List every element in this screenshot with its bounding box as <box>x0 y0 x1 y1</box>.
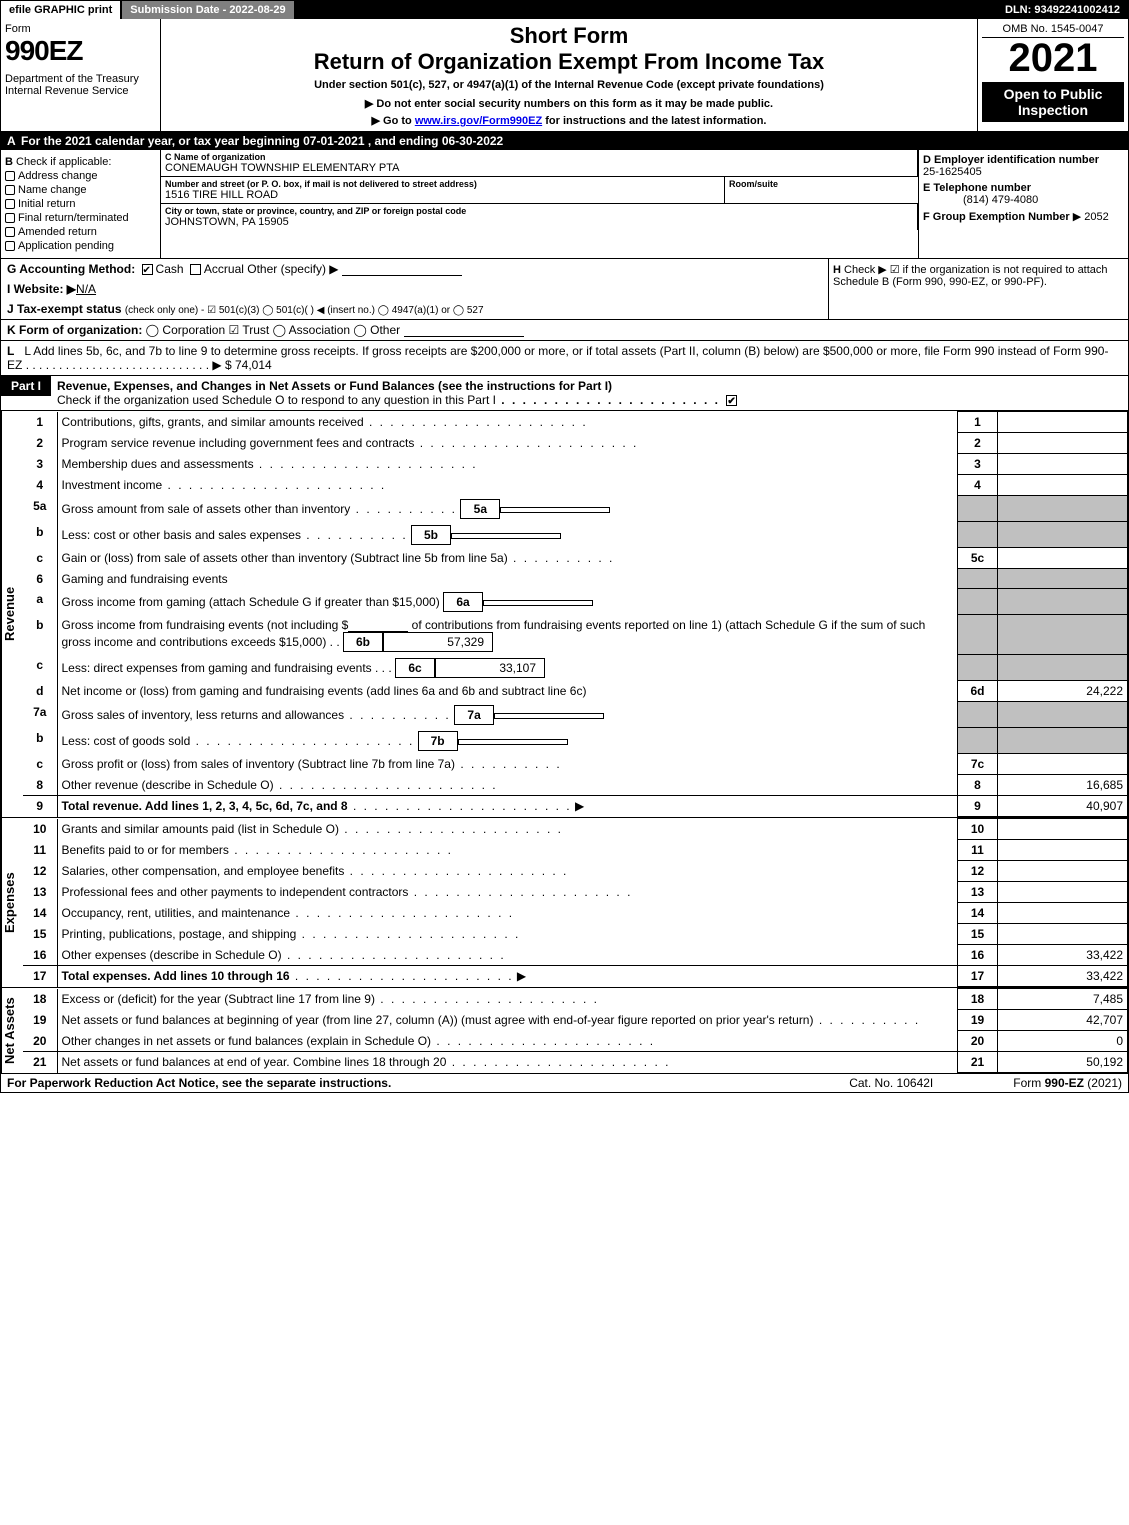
telephone: (814) 479-4080 <box>923 194 1038 206</box>
cb-schedule-o-part-i[interactable] <box>726 395 737 406</box>
line-6b-value: 57,329 <box>383 632 493 652</box>
line-17-total-expenses: 33,422 <box>998 966 1128 987</box>
cb-address-change[interactable] <box>5 171 15 181</box>
efile-graphic-print[interactable]: efile GRAPHIC print <box>1 1 121 19</box>
part-i-tab: Part I <box>1 376 51 396</box>
line-6c-value: 33,107 <box>435 658 545 678</box>
org-info-block: B Check if applicable: Address change Na… <box>1 150 1128 259</box>
city-label: City or town, state or province, country… <box>165 206 913 216</box>
section-c-name-address: C Name of organization CONEMAUGH TOWNSHI… <box>161 150 918 258</box>
return-title: Return of Organization Exempt From Incom… <box>167 49 971 75</box>
line-16-value: 33,422 <box>998 945 1128 966</box>
topbar: efile GRAPHIC print Submission Date - 20… <box>1 1 1128 19</box>
line-l-gross-receipts: L L Add lines 5b, 6c, and 7b to line 9 t… <box>1 340 1128 375</box>
cb-accrual[interactable] <box>190 264 201 275</box>
line-j-tax-exempt: J Tax-exempt status (check only one) - ☑… <box>1 299 828 319</box>
revenue-section: Revenue 1Contributions, gifts, grants, a… <box>1 410 1128 817</box>
part-i-header: Part I Revenue, Expenses, and Changes in… <box>1 375 1128 410</box>
cb-name-change[interactable] <box>5 185 15 195</box>
street-label: Number and street (or P. O. box, if mail… <box>165 179 720 189</box>
org-name: CONEMAUGH TOWNSHIP ELEMENTARY PTA <box>165 162 913 174</box>
do-not-enter-ssn: ▶ Do not enter social security numbers o… <box>167 97 971 110</box>
expenses-label: Expenses <box>1 818 23 987</box>
cb-application-pending[interactable] <box>5 241 15 251</box>
line-g-accounting: G Accounting Method: Cash Accrual Other … <box>1 259 828 279</box>
tax-year: 2021 <box>982 38 1124 78</box>
group-exemption: ▶ 2052 <box>1073 211 1109 223</box>
form-990ez: efile GRAPHIC print Submission Date - 20… <box>0 0 1129 1093</box>
ein: 25-1625405 <box>923 166 982 178</box>
cb-final-return[interactable] <box>5 213 15 223</box>
line-k-form-org: K Form of organization: ◯ Corporation ☑ … <box>1 319 1128 340</box>
submission-date: Submission Date - 2022-08-29 <box>121 1 294 19</box>
line-20-value: 0 <box>998 1031 1128 1052</box>
short-form-title: Short Form <box>167 23 971 49</box>
revenue-label: Revenue <box>1 411 23 817</box>
paperwork-notice: For Paperwork Reduction Act Notice, see … <box>7 1076 849 1090</box>
line-8-value: 16,685 <box>998 775 1128 796</box>
under-section: Under section 501(c), 527, or 4947(a)(1)… <box>167 79 971 91</box>
open-to-public-badge: Open to Public Inspection <box>982 82 1124 122</box>
line-a-tax-year: AFor the 2021 calendar year, or tax year… <box>1 132 1128 150</box>
dln: DLN: 93492241002412 <box>997 1 1128 19</box>
cat-no: Cat. No. 10642I <box>849 1076 933 1090</box>
net-assets-label: Net Assets <box>1 988 23 1073</box>
line-i-website: I Website: ▶N/A <box>1 279 828 299</box>
footer: For Paperwork Reduction Act Notice, see … <box>1 1073 1128 1092</box>
goto-instructions: ▶ Go to www.irs.gov/Form990EZ for instru… <box>167 114 971 127</box>
line-9-total-revenue: 40,907 <box>998 796 1128 817</box>
gross-receipts-amount: ▶ $ 74,014 <box>212 358 271 372</box>
section-b-checkboxes: B Check if applicable: Address change Na… <box>1 150 161 258</box>
cb-cash[interactable] <box>142 264 153 275</box>
form-ref: Form 990-EZ (2021) <box>1013 1076 1122 1090</box>
org-street: 1516 TIRE HILL ROAD <box>165 189 720 201</box>
c-name-label: C Name of organization <box>165 152 913 162</box>
cb-amended-return[interactable] <box>5 227 15 237</box>
line-19-value: 42,707 <box>998 1010 1128 1031</box>
room-label: Room/suite <box>729 179 914 189</box>
line-6d-value: 24,222 <box>998 681 1128 702</box>
form-label: Form <box>5 23 156 35</box>
form-header: Form 990EZ Department of the Treasury In… <box>1 19 1128 132</box>
website: N/A <box>76 282 96 296</box>
line-21-value: 50,192 <box>998 1052 1128 1073</box>
org-city: JOHNSTOWN, PA 15905 <box>165 216 913 228</box>
expenses-section: Expenses 10Grants and similar amounts pa… <box>1 817 1128 987</box>
section-d-e-f: D Employer identification number25-16254… <box>918 150 1128 258</box>
dept-treasury: Department of the Treasury Internal Reve… <box>5 73 156 97</box>
line-18-value: 7,485 <box>998 989 1128 1010</box>
net-assets-section: Net Assets 18Excess or (deficit) for the… <box>1 987 1128 1073</box>
line-h-schedule-b: H Check ▶ ☑ if the organization is not r… <box>828 259 1128 319</box>
cb-initial-return[interactable] <box>5 199 15 209</box>
form-number: 990EZ <box>5 35 156 67</box>
irs-link[interactable]: www.irs.gov/Form990EZ <box>415 115 542 127</box>
